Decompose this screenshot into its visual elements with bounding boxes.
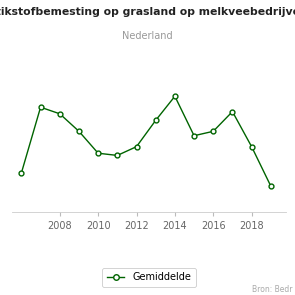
Legend: Gemiddelde: Gemiddelde [102,268,196,287]
Text: Stikstofbemesting op grasland op melkveebedrijven: Stikstofbemesting op grasland op melkvee… [0,7,295,17]
Text: Bron: Bedr: Bron: Bedr [252,284,292,294]
Text: Nederland: Nederland [122,31,173,41]
